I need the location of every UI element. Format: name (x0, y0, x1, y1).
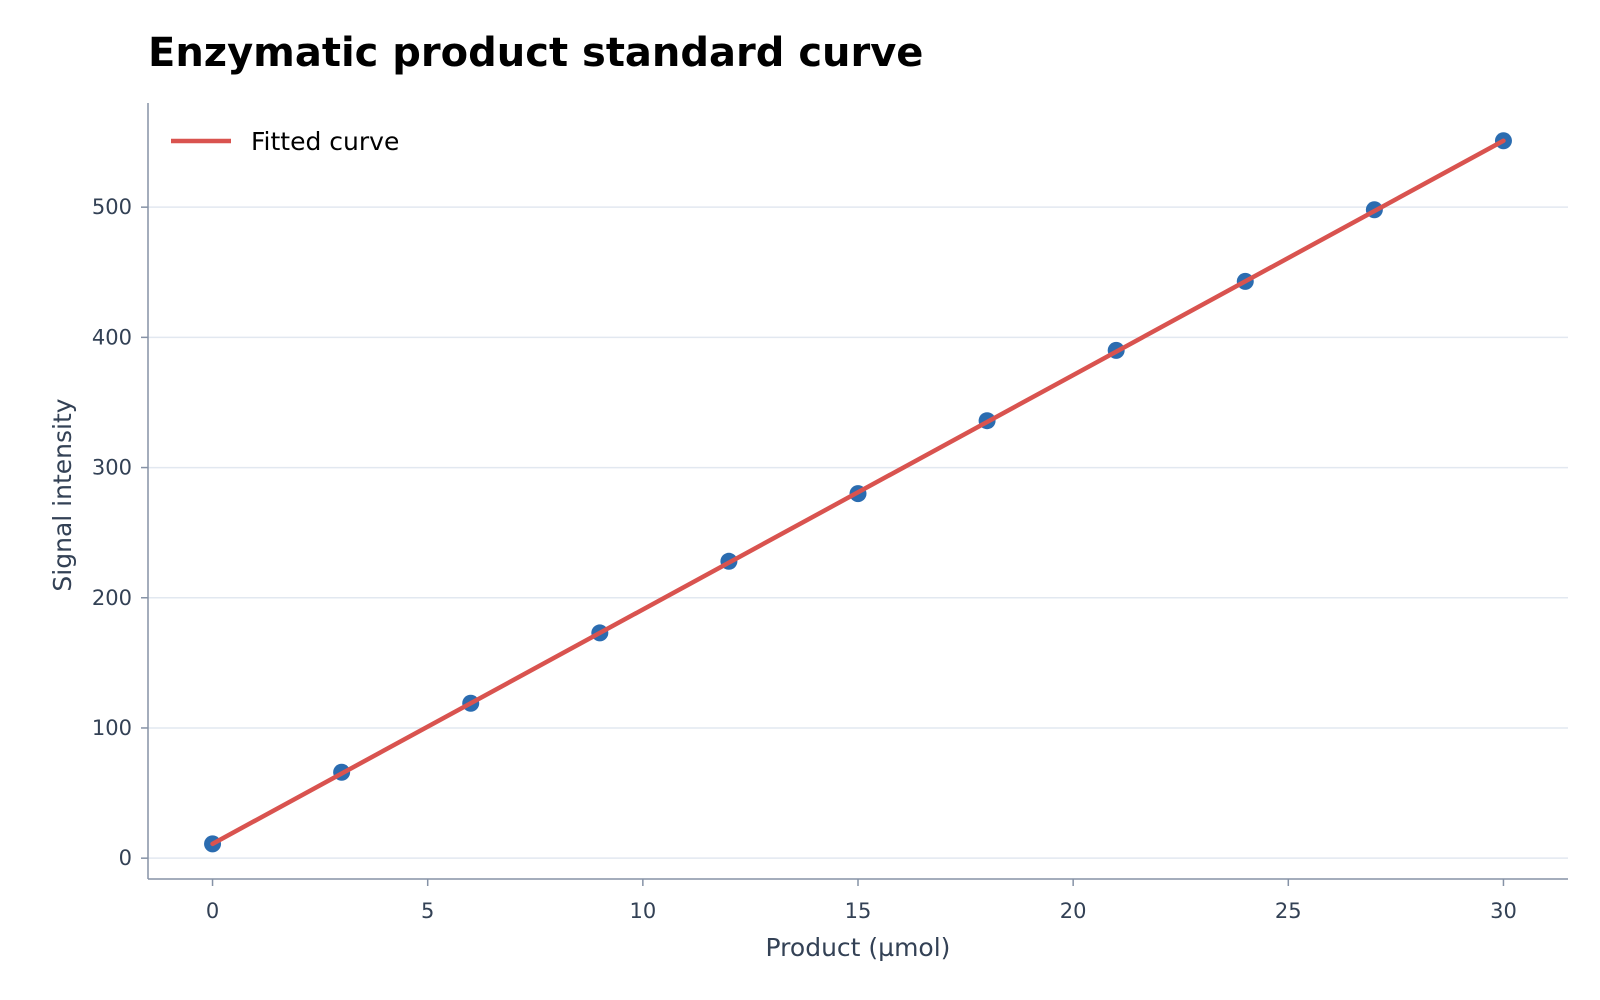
legend-label-fitted-curve: Fitted curve (251, 127, 399, 156)
x-tick-label: 10 (629, 899, 656, 923)
fitted-curve-line (210, 138, 1506, 847)
chart-title: Enzymatic product standard curve (148, 30, 924, 76)
y-tick-label: 300 (92, 456, 132, 480)
x-axis-label: Product (µmol) (766, 933, 951, 962)
y-tick-label: 200 (92, 586, 132, 610)
y-axis-ticks: 0 100 200 300 400 500 (92, 195, 148, 870)
legend: Fitted curve (171, 127, 399, 156)
x-tick-label: 5 (421, 899, 434, 923)
y-tick-label: 500 (92, 195, 132, 219)
y-axis-label: Signal intensity (48, 398, 77, 591)
y-tick-label: 400 (92, 325, 132, 349)
x-tick-label: 20 (1060, 899, 1087, 923)
x-tick-label: 25 (1275, 899, 1302, 923)
x-tick-label: 15 (845, 899, 872, 923)
x-axis-ticks: 0 5 10 15 20 25 30 (206, 879, 1517, 923)
x-tick-label: 30 (1490, 899, 1517, 923)
x-tick-label: 0 (206, 899, 219, 923)
y-tick-label: 0 (119, 846, 132, 870)
y-tick-label: 100 (92, 716, 132, 740)
series (204, 132, 1512, 853)
grid-lines (148, 206, 1568, 859)
